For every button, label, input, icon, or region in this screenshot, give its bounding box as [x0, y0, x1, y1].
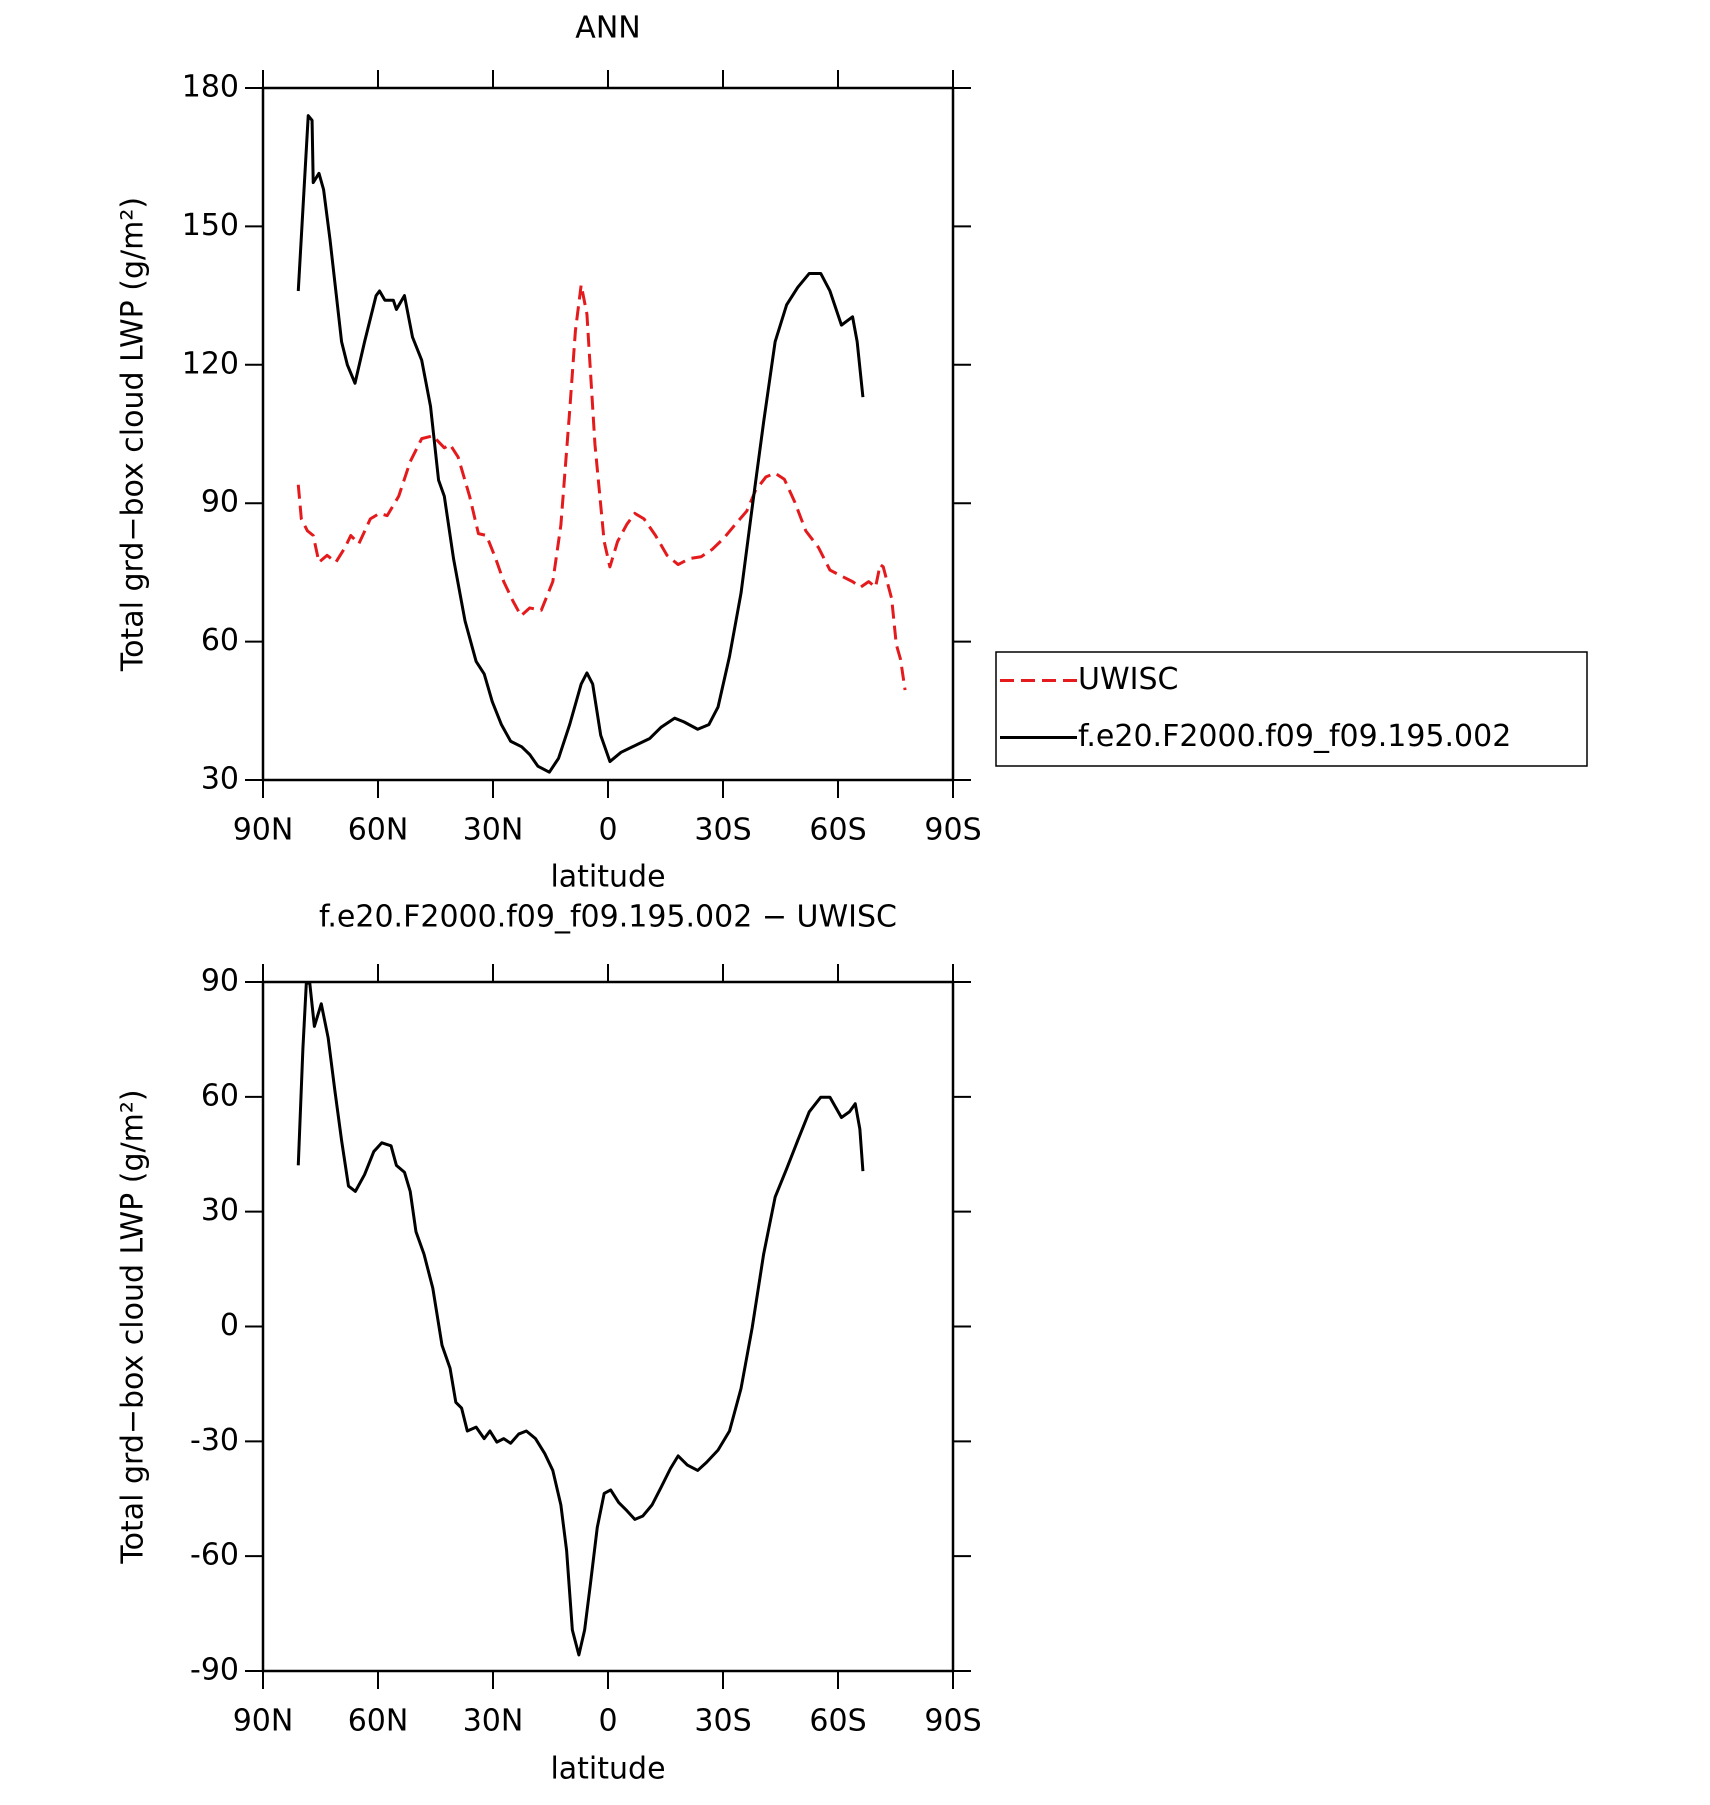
y-tick-label: 0 [220, 1308, 239, 1343]
x-tick-label: 30S [694, 813, 751, 848]
x-tick-label: 60N [348, 1704, 409, 1739]
y-tick-label: 30 [201, 1193, 239, 1228]
y-tick-label: 90 [201, 964, 239, 999]
x-tick-label: 30S [694, 1704, 751, 1739]
x-tick-label: 60N [348, 813, 409, 848]
y-tick-label: 150 [182, 208, 239, 243]
legend-box [995, 651, 1588, 767]
x-tick-label: 60S [809, 1704, 866, 1739]
y-tick-label: 60 [201, 623, 239, 658]
y-tick-label: 180 [182, 70, 239, 105]
y-tick-label: 30 [201, 762, 239, 797]
x-tick-label: 0 [598, 1704, 617, 1739]
x-axis-label: latitude [550, 1752, 665, 1787]
plot-frame [261, 980, 955, 1673]
legend-label: f.e20.F2000.f09_f09.195.002 [1078, 719, 1511, 754]
y-tick-label: -60 [190, 1538, 239, 1573]
x-tick-label: 30N [463, 1704, 524, 1739]
x-tick-label: 90S [924, 1704, 981, 1739]
y-tick-label: 90 [201, 485, 239, 520]
y-tick-label: 60 [201, 1078, 239, 1113]
x-tick-label: 90N [233, 1704, 294, 1739]
y-tick-label: -90 [190, 1653, 239, 1688]
y-tick-label: 120 [182, 346, 239, 381]
data-line [296, 114, 865, 774]
x-axis-label: latitude [550, 860, 665, 895]
y-axis-label: Total grd−box cloud LWP (g/m²) [116, 1089, 151, 1564]
chart-title: f.e20.F2000.f09_f09.195.002 − UWISC [319, 900, 897, 935]
chart-title: ANN [575, 11, 640, 46]
x-tick-label: 90N [233, 813, 294, 848]
plot-frame [261, 86, 955, 782]
data-line [296, 981, 865, 1657]
x-tick-label: 90S [924, 813, 981, 848]
x-tick-label: 30N [463, 813, 524, 848]
y-axis-label: Total grd−box cloud LWP (g/m²) [116, 197, 151, 672]
x-tick-label: 60S [809, 813, 866, 848]
y-tick-label: -30 [190, 1423, 239, 1458]
legend-label: UWISC [1078, 662, 1178, 697]
x-tick-label: 0 [598, 813, 617, 848]
data-line [296, 283, 907, 691]
